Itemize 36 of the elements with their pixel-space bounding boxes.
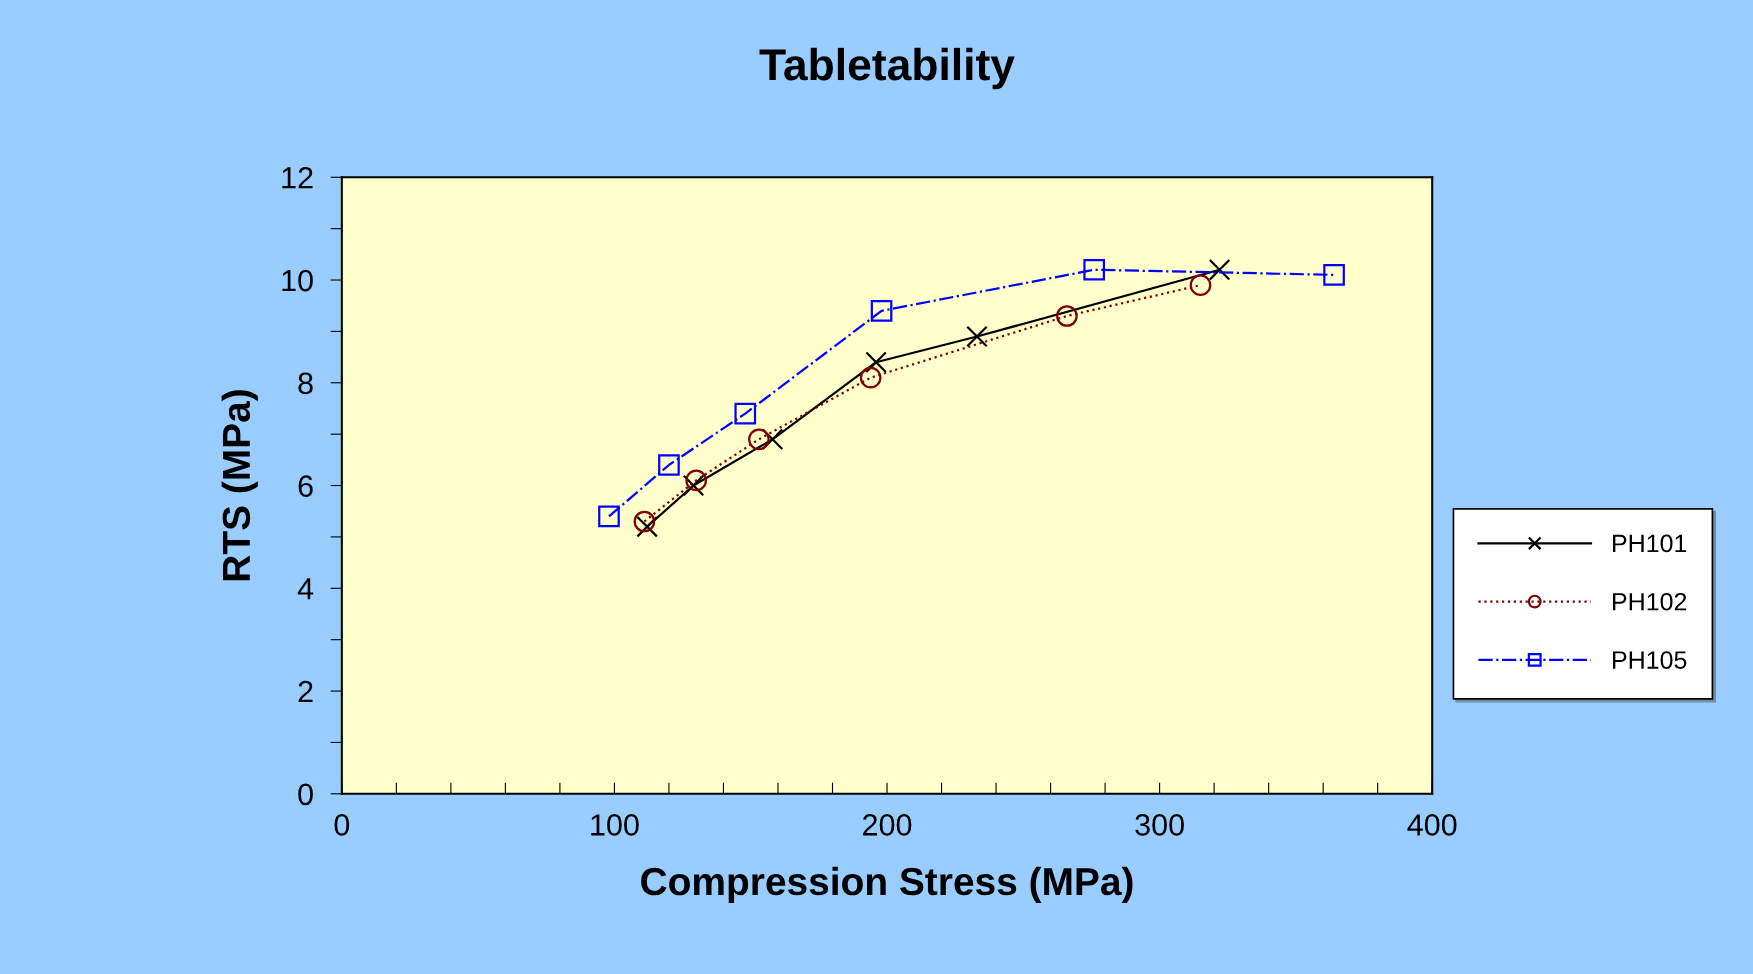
point: [682, 474, 705, 497]
y-tick-label: 6: [298, 475, 313, 497]
y-tick-label: 2: [298, 680, 313, 703]
chart-title: Tabletability: [759, 47, 1015, 90]
y-tick-label: 4: [297, 578, 314, 600]
point: [1056, 305, 1078, 327]
point: [761, 428, 784, 451]
x-axis-title: Compression Stress (MPa): [641, 866, 1133, 903]
point: [658, 454, 680, 476]
y-tick-label: 10: [282, 269, 313, 292]
x-tick-label: 0: [334, 814, 350, 836]
point: [1083, 258, 1106, 281]
point: [734, 402, 757, 425]
point: [859, 366, 882, 389]
point: [1208, 258, 1231, 281]
legend-label: PH101: [1613, 534, 1687, 553]
point: [633, 510, 656, 533]
point: [1323, 264, 1345, 286]
point: [870, 300, 893, 322]
point: [685, 469, 708, 492]
point: [1189, 274, 1212, 296]
legend-label: PH105: [1613, 651, 1687, 669]
point: [748, 428, 770, 451]
y-tick-label: 12: [282, 167, 313, 189]
point: [636, 515, 658, 538]
x-tick-label: 400: [1407, 814, 1457, 836]
x-tick-label: 200: [863, 814, 912, 836]
x-tick-label: 300: [1135, 814, 1184, 836]
y-tick-label: 8: [298, 372, 313, 395]
x-tick-label: 100: [591, 814, 639, 836]
y-axis-title: RTS (MPa): [221, 390, 258, 581]
y-tick-label: 0: [298, 783, 313, 806]
legend-label: PH102: [1613, 592, 1687, 611]
point: [966, 325, 988, 348]
point: [865, 351, 887, 374]
point: [598, 505, 620, 528]
